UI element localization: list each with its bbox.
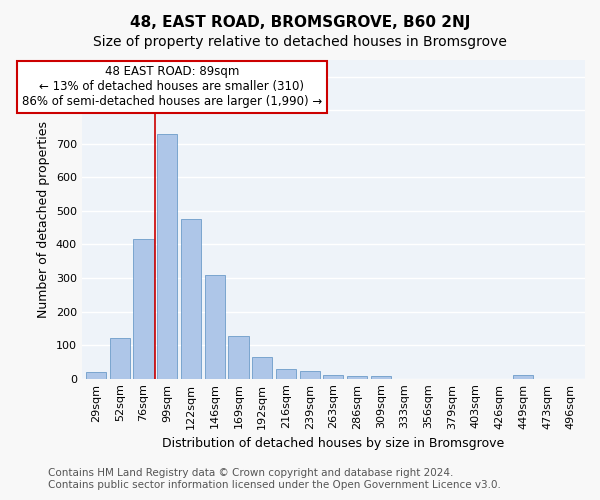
- Bar: [299, 372, 320, 378]
- Bar: [110, 338, 130, 378]
- Text: 48 EAST ROAD: 89sqm
← 13% of detached houses are smaller (310)
86% of semi-detac: 48 EAST ROAD: 89sqm ← 13% of detached ho…: [22, 66, 322, 108]
- Bar: [181, 220, 201, 378]
- Text: 48, EAST ROAD, BROMSGROVE, B60 2NJ: 48, EAST ROAD, BROMSGROVE, B60 2NJ: [130, 15, 470, 30]
- Bar: [347, 376, 367, 378]
- Bar: [205, 274, 225, 378]
- Bar: [157, 134, 178, 378]
- Bar: [133, 240, 154, 378]
- Bar: [371, 376, 391, 378]
- X-axis label: Distribution of detached houses by size in Bromsgrove: Distribution of detached houses by size …: [162, 437, 505, 450]
- Text: Size of property relative to detached houses in Bromsgrove: Size of property relative to detached ho…: [93, 35, 507, 49]
- Bar: [513, 376, 533, 378]
- Bar: [86, 372, 106, 378]
- Y-axis label: Number of detached properties: Number of detached properties: [37, 121, 50, 318]
- Bar: [252, 357, 272, 378]
- Bar: [323, 376, 343, 378]
- Bar: [229, 336, 248, 378]
- Bar: [276, 370, 296, 378]
- Text: Contains HM Land Registry data © Crown copyright and database right 2024.
Contai: Contains HM Land Registry data © Crown c…: [48, 468, 501, 490]
